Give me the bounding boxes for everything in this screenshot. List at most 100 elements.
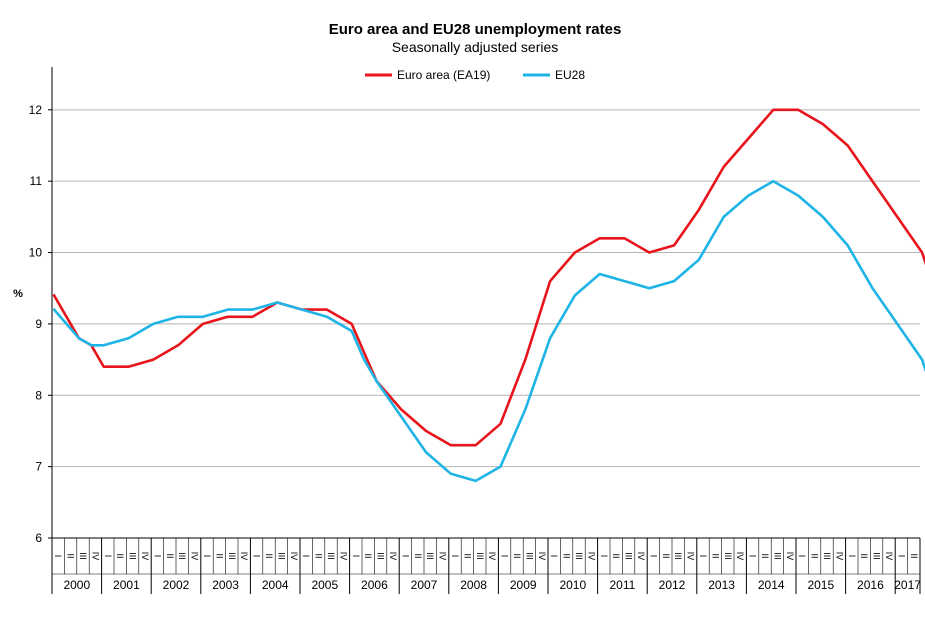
x-quarter-label: II (165, 553, 175, 558)
x-quarter-label: II (363, 553, 373, 558)
x-quarter-label: III (822, 552, 832, 560)
x-quarter-label: II (611, 553, 621, 558)
x-quarter-label: IV (834, 552, 844, 561)
x-quarter-label: II (710, 553, 720, 558)
x-year-label: 2013 (708, 578, 735, 592)
x-year-label: 2001 (113, 578, 140, 592)
y-tick-label: 11 (30, 174, 43, 188)
chart-subtitle: Seasonally adjusted series (392, 39, 559, 55)
x-quarter-label: IV (338, 552, 348, 561)
y-tick-label: 10 (29, 246, 43, 260)
x-quarter-label: IV (586, 552, 596, 561)
x-quarter-label: II (66, 553, 76, 558)
y-axis-label: % (13, 288, 23, 300)
x-quarter-label: I (351, 555, 361, 558)
x-quarter-label: III (425, 552, 435, 560)
x-quarter-label: I (599, 555, 609, 558)
x-quarter-label: III (326, 552, 336, 560)
x-year-label: 2003 (212, 578, 239, 592)
x-quarter-label: II (413, 553, 423, 558)
x-quarter-label: I (252, 555, 262, 558)
legend: Euro area (EA19) EU28 (365, 68, 585, 82)
y-axis-ticks: 6 7 8 9 10 11 12 (29, 67, 53, 545)
x-quarter-label: IV (438, 552, 448, 561)
x-quarter-label: I (152, 555, 162, 558)
x-quarter-label: I (500, 555, 510, 558)
x-quarter-label: III (276, 552, 286, 560)
x-year-label: 2005 (311, 578, 338, 592)
x-quarter-label: IV (90, 552, 100, 561)
legend-label-eu28: EU28 (555, 68, 585, 82)
x-quarter-label: III (128, 552, 138, 560)
x-quarter-label: IV (239, 552, 249, 561)
x-quarter-label: I (202, 555, 212, 558)
x-quarter-label: III (673, 552, 683, 560)
legend-label-ea19: Euro area (EA19) (397, 68, 490, 82)
x-year-label: 2010 (559, 578, 586, 592)
x-year-label: 2016 (857, 578, 884, 592)
x-quarter-label: II (462, 553, 472, 558)
x-quarter-label: I (847, 555, 857, 558)
series-line-eu28 (52, 179, 925, 483)
x-quarter-label: II (760, 553, 770, 558)
x-quarter-label: III (872, 552, 882, 560)
x-quarter-label: I (748, 555, 758, 558)
x-quarter-label: IV (289, 552, 299, 561)
x-quarter-label: III (376, 552, 386, 560)
x-quarter-label: III (177, 552, 187, 560)
x-year-label: 2007 (411, 578, 438, 592)
x-quarter-label: III (624, 552, 634, 560)
x-quarter-label: III (574, 552, 584, 560)
x-year-label: 2004 (262, 578, 289, 592)
series-lines (52, 108, 925, 483)
x-quarter-label: III (723, 552, 733, 560)
x-quarter-label: III (227, 552, 237, 560)
x-year-label: 2012 (659, 578, 686, 592)
x-quarter-label: IV (140, 552, 150, 561)
x-quarter-label: IV (388, 552, 398, 561)
x-year-label: 2009 (510, 578, 537, 592)
y-tick-label: 9 (35, 317, 42, 331)
x-year-label: 2015 (807, 578, 834, 592)
x-quarter-label: I (301, 555, 311, 558)
x-axis: I II III IV I II III IV I II III IV I II III IV I II III IV… (51, 537, 921, 594)
x-quarter-label: IV (686, 552, 696, 561)
x-quarter-label: I (896, 555, 906, 558)
y-tick-label: 8 (35, 388, 42, 402)
x-quarter-label: IV (487, 552, 497, 561)
x-year-label: 2008 (460, 578, 487, 592)
y-tick-label: 12 (29, 103, 43, 117)
x-year-label: 2002 (163, 578, 190, 592)
x-quarter-label: I (400, 555, 410, 558)
x-quarter-label: I (53, 555, 63, 558)
x-quarter-label: III (524, 552, 534, 560)
x-quarter-label: II (810, 553, 820, 558)
x-quarter-label: II (115, 553, 125, 558)
x-quarter-label: I (698, 555, 708, 558)
x-quarter-label: IV (537, 552, 547, 561)
x-year-label: 2000 (63, 578, 90, 592)
x-quarter-label: I (549, 555, 559, 558)
x-year-label: 2006 (361, 578, 388, 592)
x-year-label: 2011 (609, 578, 635, 592)
y-tick-label: 7 (35, 460, 42, 474)
x-quarter-label: IV (785, 552, 795, 561)
x-quarter-label: III (772, 552, 782, 560)
chart-title: Euro area and EU28 unemployment rates (329, 21, 622, 38)
x-quarter-label: III (78, 552, 88, 560)
x-quarter-label: II (562, 553, 572, 558)
x-quarter-label: IV (884, 552, 894, 561)
x-quarter-label: I (648, 555, 658, 558)
x-quarter-label: II (214, 553, 224, 558)
x-quarter-label: II (264, 553, 274, 558)
x-quarter-label: I (103, 555, 113, 558)
x-year-label: 2014 (758, 578, 785, 592)
series-line-ea19 (52, 108, 925, 447)
x-quarter-label: II (661, 553, 671, 558)
x-quarter-label: I (450, 555, 460, 558)
x-quarter-label: III (475, 552, 485, 560)
x-quarter-label: IV (735, 552, 745, 561)
x-quarter-label: II (859, 553, 869, 558)
x-quarter-label: IV (190, 552, 200, 561)
